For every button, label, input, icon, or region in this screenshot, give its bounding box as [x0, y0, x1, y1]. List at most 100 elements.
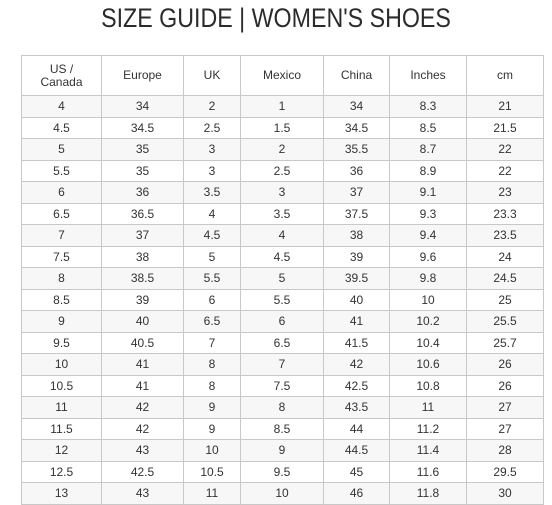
cell-cm: 27: [466, 417, 544, 440]
cell-europe: 34.5: [101, 116, 184, 139]
size-guide-table: US / Canada Europe UK Mexico China Inche…: [21, 55, 544, 505]
cell-cm: 21.5: [466, 116, 544, 139]
cell-us-canada: 7.5: [21, 245, 102, 268]
table-row: 12 43 10 9 44.5 11.4 28: [21, 439, 544, 462]
table-row: 12.5 42.5 10.5 9.5 45 11.6 29.5: [21, 460, 544, 483]
cell-inches: 11.6: [389, 460, 467, 483]
cell-europe: 42.5: [101, 460, 184, 483]
cell-uk: 4: [183, 202, 241, 225]
cell-europe: 42: [101, 417, 184, 440]
table-row: 4.5 34.5 2.5 1.5 34.5 8.5 21.5: [21, 116, 544, 139]
cell-mexico: 10: [240, 482, 324, 505]
table-row: 9 40 6.5 6 41 10.2 25.5: [21, 310, 544, 333]
cell-inches: 11: [389, 396, 467, 419]
cell-us-canada: 5: [21, 138, 102, 161]
cell-europe: 39: [101, 288, 184, 311]
cell-china: 41.5: [323, 331, 390, 354]
cell-inches: 8.5: [389, 116, 467, 139]
cell-uk: 3: [183, 159, 241, 182]
cell-china: 36: [323, 159, 390, 182]
header-china: China: [323, 55, 390, 96]
cell-us-canada: 11: [21, 396, 102, 419]
cell-china: 40: [323, 288, 390, 311]
cell-inches: 10.4: [389, 331, 467, 354]
cell-us-canada: 7: [21, 224, 102, 247]
cell-cm: 25: [466, 288, 544, 311]
cell-us-canada: 6: [21, 181, 102, 204]
table-row: 5.5 35 3 2.5 36 8.9 22: [21, 159, 544, 182]
cell-europe: 41: [101, 353, 184, 376]
header-europe: Europe: [101, 55, 184, 96]
cell-china: 35.5: [323, 138, 390, 161]
cell-china: 34: [323, 95, 390, 118]
header-mexico: Mexico: [240, 55, 324, 96]
table-row: 6.5 36.5 4 3.5 37.5 9.3 23.3: [21, 202, 544, 225]
cell-europe: 37: [101, 224, 184, 247]
cell-inches: 8.9: [389, 159, 467, 182]
cell-us-canada: 12: [21, 439, 102, 462]
cell-mexico: 7.5: [240, 374, 324, 397]
cell-europe: 38: [101, 245, 184, 268]
cell-us-canada: 10.5: [21, 374, 102, 397]
cell-cm: 30: [466, 482, 544, 505]
cell-china: 42: [323, 353, 390, 376]
cell-europe: 40: [101, 310, 184, 333]
cell-uk: 10.5: [183, 460, 241, 483]
cell-china: 34.5: [323, 116, 390, 139]
cell-europe: 38.5: [101, 267, 184, 290]
table-row: 11.5 42 9 8.5 44 11.2 27: [21, 417, 544, 440]
cell-cm: 25.5: [466, 310, 544, 333]
cell-china: 44.5: [323, 439, 390, 462]
cell-mexico: 6.5: [240, 331, 324, 354]
cell-mexico: 1: [240, 95, 324, 118]
table-row: 8.5 39 6 5.5 40 10 25: [21, 288, 544, 311]
cell-cm: 21: [466, 95, 544, 118]
table-row: 7.5 38 5 4.5 39 9.6 24: [21, 245, 544, 268]
header-uk: UK: [183, 55, 241, 96]
cell-uk: 7: [183, 331, 241, 354]
cell-inches: 11.8: [389, 482, 467, 505]
cell-mexico: 2.5: [240, 159, 324, 182]
cell-cm: 24: [466, 245, 544, 268]
cell-uk: 3.5: [183, 181, 241, 204]
cell-us-canada: 9: [21, 310, 102, 333]
cell-uk: 11: [183, 482, 241, 505]
table-row: 9.5 40.5 7 6.5 41.5 10.4 25.7: [21, 331, 544, 354]
cell-uk: 9: [183, 396, 241, 419]
header-cm: cm: [466, 55, 544, 96]
cell-cm: 26: [466, 374, 544, 397]
cell-uk: 5: [183, 245, 241, 268]
cell-mexico: 5.5: [240, 288, 324, 311]
cell-china: 38: [323, 224, 390, 247]
cell-us-canada: 8.5: [21, 288, 102, 311]
cell-mexico: 6: [240, 310, 324, 333]
table-row: 5 35 3 2 35.5 8.7 22: [21, 138, 544, 161]
cell-inches: 9.4: [389, 224, 467, 247]
cell-uk: 8: [183, 374, 241, 397]
cell-europe: 41: [101, 374, 184, 397]
cell-europe: 35: [101, 159, 184, 182]
cell-us-canada: 4.5: [21, 116, 102, 139]
cell-inches: 10.8: [389, 374, 467, 397]
cell-inches: 10.6: [389, 353, 467, 376]
cell-us-canada: 5.5: [21, 159, 102, 182]
cell-uk: 9: [183, 417, 241, 440]
cell-us-canada: 12.5: [21, 460, 102, 483]
cell-inches: 10: [389, 288, 467, 311]
table-row: 6 36 3.5 3 37 9.1 23: [21, 181, 544, 204]
table-row: 4 34 2 1 34 8.3 21: [21, 95, 544, 118]
cell-mexico: 9: [240, 439, 324, 462]
cell-cm: 25.7: [466, 331, 544, 354]
cell-mexico: 8.5: [240, 417, 324, 440]
cell-inches: 8.7: [389, 138, 467, 161]
cell-mexico: 3: [240, 181, 324, 204]
cell-cm: 23.3: [466, 202, 544, 225]
cell-uk: 2: [183, 95, 241, 118]
cell-uk: 6: [183, 288, 241, 311]
cell-mexico: 1.5: [240, 116, 324, 139]
cell-europe: 36.5: [101, 202, 184, 225]
cell-cm: 29.5: [466, 460, 544, 483]
cell-uk: 2.5: [183, 116, 241, 139]
cell-mexico: 4.5: [240, 245, 324, 268]
cell-china: 46: [323, 482, 390, 505]
